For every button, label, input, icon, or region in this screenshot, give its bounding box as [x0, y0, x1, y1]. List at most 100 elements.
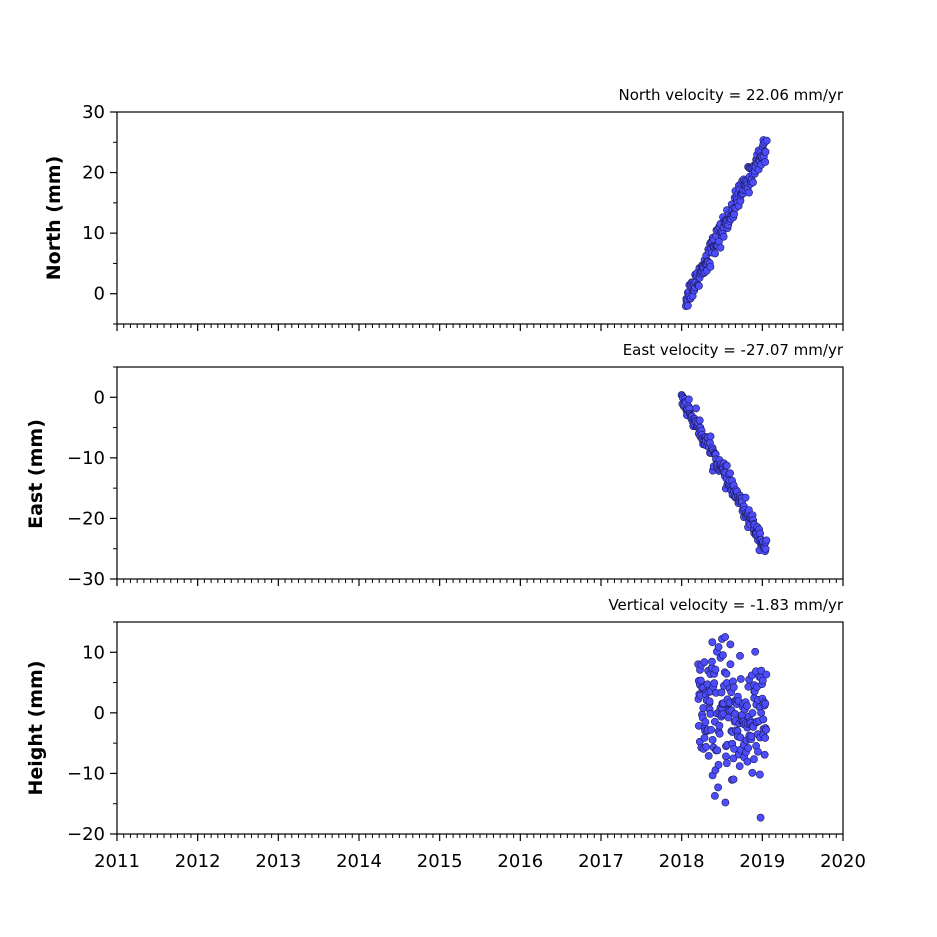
data-point [735, 762, 744, 771]
data-point [699, 704, 708, 712]
data-point [721, 798, 730, 807]
data-point [722, 461, 731, 470]
x-tick-label: 2018 [659, 851, 705, 872]
data-point [743, 701, 751, 710]
data-point [726, 640, 735, 649]
data-point [736, 733, 745, 742]
data-point [759, 715, 768, 724]
data-point [724, 713, 733, 722]
data-point [762, 536, 771, 545]
plot-frame [116, 366, 844, 580]
x-tick-label: 2011 [94, 851, 140, 872]
data-point [719, 651, 727, 660]
data-point [755, 770, 764, 779]
data-point [756, 813, 765, 822]
height-plot-area: −20 −10 0 10 2011 2012 2013 2014 2015 2016 2017 201… [67, 621, 866, 872]
data-point [683, 301, 692, 310]
y-tick-label: 10 [82, 642, 105, 663]
data-point [748, 768, 757, 777]
x-tick-label: 2015 [417, 851, 463, 872]
data-point [744, 744, 753, 752]
data-point [729, 683, 738, 692]
x-tick-label: 2012 [175, 851, 221, 872]
data-point [748, 709, 757, 717]
x-tick-label: 2013 [255, 851, 301, 872]
data-point [722, 752, 730, 761]
data-point [745, 188, 753, 197]
data-point [708, 657, 716, 666]
data-point [736, 652, 744, 660]
y-tick-label: 0 [94, 284, 105, 305]
data-point [754, 747, 762, 756]
data-point [719, 232, 728, 241]
data-point [715, 729, 724, 738]
data-point [729, 775, 738, 784]
x-tick-label: 2019 [739, 851, 785, 872]
data-point [701, 718, 710, 727]
data-point [761, 158, 770, 166]
data-point [722, 669, 731, 678]
data-point [726, 660, 735, 669]
data-point [721, 633, 730, 641]
height-axis-label: Height (mm) [25, 660, 47, 795]
data-point [710, 679, 719, 688]
data-point [714, 761, 723, 769]
data-point [717, 688, 726, 697]
x-tick-label: 2020 [820, 851, 866, 872]
y-tick-label: −10 [67, 448, 105, 469]
data-point [722, 759, 731, 768]
y-tick-label: −20 [67, 508, 105, 529]
data-point [761, 734, 770, 742]
data-point [749, 178, 757, 187]
data-point [708, 638, 717, 647]
data-point [711, 249, 719, 258]
data-point [741, 493, 750, 502]
data-point [736, 675, 745, 683]
data-point [761, 544, 770, 553]
data-point [761, 147, 770, 156]
y-tick-label: 30 [82, 102, 105, 123]
y-tick-label: −20 [67, 824, 105, 845]
data-point [757, 708, 766, 717]
east-velocity-title: East velocity = -27.07 mm/yr [623, 341, 844, 359]
data-point [713, 746, 722, 755]
data-point [710, 791, 719, 800]
data-point [684, 395, 693, 404]
x-tick-label: 2014 [336, 851, 382, 872]
data-point [750, 755, 758, 764]
data-point [705, 697, 714, 706]
data-point [714, 783, 722, 792]
north-panel: North velocity = 22.06 mm/yr North (mm) … [43, 86, 844, 331]
data-point [715, 721, 724, 730]
data-point [695, 416, 704, 425]
data-point [761, 699, 770, 708]
north-plot-area: 0 10 20 30 [82, 102, 844, 331]
x-tick-label: 2016 [497, 851, 543, 872]
data-point [711, 665, 720, 674]
data-point [706, 709, 715, 718]
data-point [700, 658, 709, 667]
data-point [706, 262, 715, 271]
height-panel: Vertical velocity = -1.83 mm/yr Height (… [25, 596, 866, 872]
y-tick-label: 10 [82, 223, 105, 244]
north-axis-label: North (mm) [43, 156, 65, 281]
data-point [729, 754, 738, 763]
vertical-velocity-title: Vertical velocity = -1.83 mm/yr [608, 596, 843, 614]
data-point [751, 647, 760, 656]
north-velocity-title: North velocity = 22.06 mm/yr [619, 86, 844, 104]
data-point [708, 735, 717, 744]
data-point [760, 750, 769, 759]
data-point [716, 243, 725, 252]
data-point [726, 469, 734, 478]
east-plot-area: −30 −20 −10 0 [67, 366, 844, 590]
y-tick-label: −30 [67, 569, 105, 590]
data-point [700, 734, 709, 742]
data-point [714, 643, 723, 651]
y-tick-label: 0 [94, 703, 105, 724]
data-point [758, 676, 767, 685]
data-point [743, 757, 752, 766]
data-point [696, 676, 705, 685]
east-axis-label: East (mm) [25, 419, 47, 529]
data-point [706, 432, 715, 441]
